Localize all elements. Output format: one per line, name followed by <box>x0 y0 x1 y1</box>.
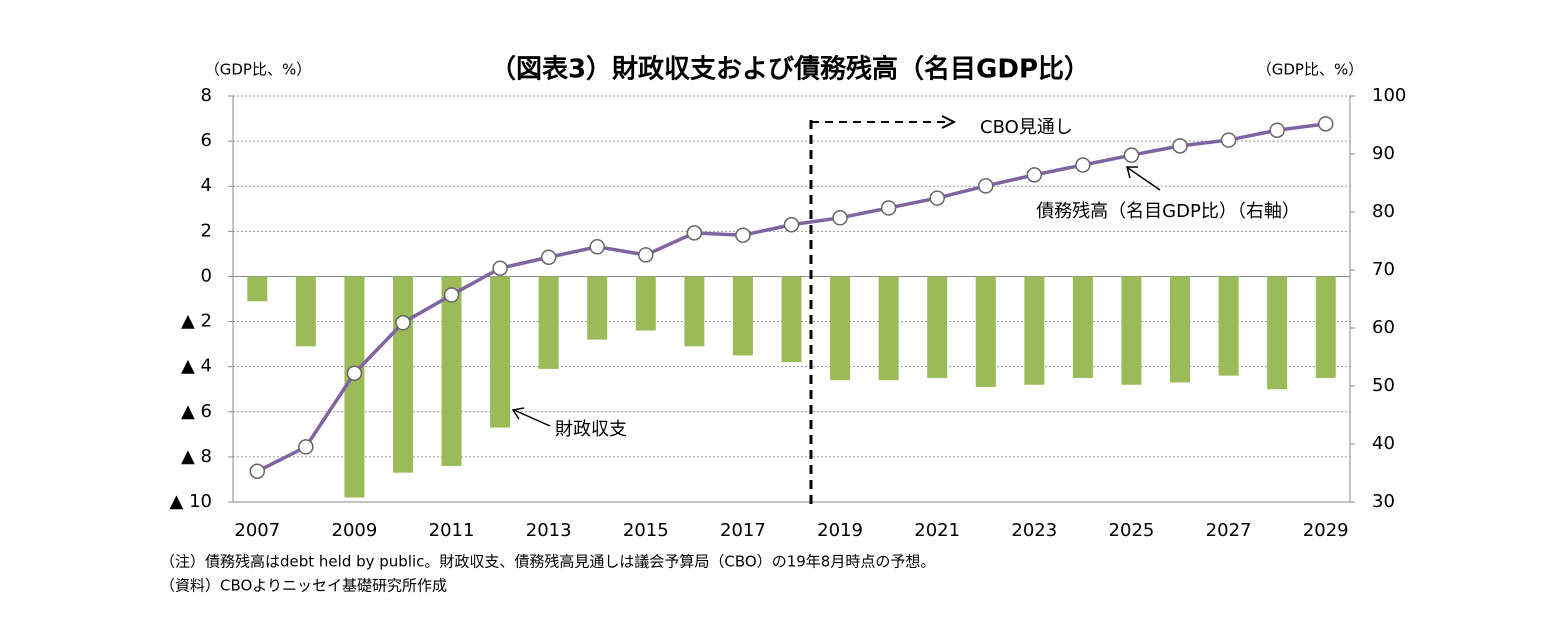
line-marker <box>395 315 411 331</box>
line-marker <box>978 178 994 194</box>
x-tick-label: 2027 <box>1206 520 1252 541</box>
line-marker <box>443 287 460 303</box>
line-marker <box>735 227 751 243</box>
bar <box>1267 276 1288 390</box>
bar <box>344 276 365 498</box>
plot-area: ▲ 10 ▲ 8 ▲ 6 ▲ 4 ▲ 2 0 2 4 6 8 30 40 50 60 70 80 90 100 20… <box>170 85 1407 541</box>
bar <box>1121 276 1142 385</box>
annotation-arrow <box>1127 167 1161 191</box>
bar <box>878 276 899 381</box>
line-marker <box>783 217 800 233</box>
line-marker <box>1026 167 1043 183</box>
line-marker <box>686 225 703 241</box>
arrow-head <box>941 115 957 129</box>
bar <box>247 276 268 302</box>
y2-tick-label: 80 <box>1372 201 1395 222</box>
x-tick-label: 2023 <box>1011 520 1057 541</box>
y2-tick-label: 90 <box>1372 143 1395 164</box>
line-marker <box>540 249 557 265</box>
y-tick-label: 8 <box>201 85 212 106</box>
line-marker <box>1317 116 1334 132</box>
bar <box>732 276 753 356</box>
x-tick-label: 2021 <box>914 520 960 541</box>
y-tick-label: ▲ 8 <box>181 446 212 467</box>
y-tick-label: ▲ 4 <box>181 356 212 377</box>
note: （注）債務残高はdebt held by public。財政収支、債務残高見通し… <box>160 553 935 571</box>
x-tick-label: 2011 <box>429 520 475 541</box>
annotation: 財政収支 <box>555 419 627 440</box>
y2-tick-label: 30 <box>1372 491 1395 512</box>
y-tick-label: ▲ 6 <box>181 401 212 422</box>
line-marker <box>929 190 945 206</box>
y-tick-label: ▲ 10 <box>170 491 212 512</box>
bar <box>1072 276 1093 378</box>
x-tick-label: 2017 <box>720 520 766 541</box>
bar <box>538 276 559 369</box>
bar <box>392 276 413 473</box>
bar <box>927 276 948 378</box>
y-tick-label: 4 <box>201 175 212 196</box>
x-tick-label: 2019 <box>817 520 863 541</box>
bar <box>1315 276 1336 378</box>
bar <box>830 276 851 381</box>
bar <box>635 276 656 331</box>
x-tick-label: 2013 <box>526 520 572 541</box>
line-marker <box>298 439 314 455</box>
line-marker <box>638 247 654 263</box>
x-tick-label: 2015 <box>623 520 669 541</box>
line-marker <box>249 463 266 480</box>
y2-tick-label: 70 <box>1372 259 1395 280</box>
bar <box>1024 276 1045 385</box>
bar <box>975 276 996 387</box>
annotation-arrow <box>513 409 551 427</box>
arrow-head <box>1126 166 1138 179</box>
line-marker <box>346 365 363 381</box>
bar <box>1170 276 1191 383</box>
y2-tick-label: 50 <box>1372 375 1395 396</box>
x-tick-label: 2025 <box>1109 520 1155 541</box>
bar <box>587 276 608 340</box>
annotation: CBO見通し <box>980 117 1073 138</box>
y-tick-label: ▲ 2 <box>181 311 212 332</box>
line-marker <box>492 260 508 277</box>
y-tick-label: 6 <box>201 130 212 151</box>
line-marker <box>832 210 848 226</box>
annotation: 債務残高（名目GDP比）（右軸） <box>1036 201 1300 222</box>
y2-tick-label: 100 <box>1372 85 1406 106</box>
bar <box>781 276 802 363</box>
line-marker <box>1075 157 1091 173</box>
x-tick-label: 2009 <box>332 520 378 541</box>
y2-tick-label: 60 <box>1372 317 1395 338</box>
line-marker <box>880 200 897 216</box>
bar <box>490 276 511 428</box>
bar <box>441 276 462 466</box>
y-axis-label: （GDP比、%） <box>205 61 311 79</box>
x-tick-label: 2029 <box>1303 520 1349 541</box>
line-marker <box>1123 147 1140 163</box>
bar <box>295 276 316 347</box>
bar <box>684 276 705 347</box>
line-marker <box>1269 122 1285 138</box>
line-marker <box>1172 138 1188 154</box>
line-marker <box>1220 132 1237 148</box>
note: （資料）CBOよりニッセイ基礎研究所作成 <box>160 577 447 595</box>
bar <box>1218 276 1239 376</box>
y2-tick-label: 40 <box>1372 433 1395 454</box>
line-marker <box>589 239 605 255</box>
y-tick-label: 0 <box>201 265 212 286</box>
chart-title: （図表3）財政収支および債務残高（名目GDP比） <box>490 54 1090 85</box>
x-tick-label: 2007 <box>234 520 280 541</box>
arrow-head <box>511 407 525 420</box>
y2-axis-label: （GDP比、%） <box>1257 61 1363 79</box>
y-tick-label: 2 <box>201 220 212 241</box>
